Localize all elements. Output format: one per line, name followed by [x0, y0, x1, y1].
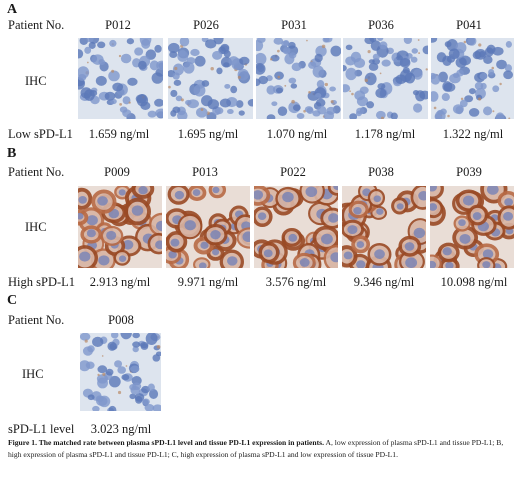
figure-caption: Figure 1. The matched rate between plasm…: [8, 437, 514, 460]
ihc-image: [342, 186, 426, 268]
panel-label-b: B: [7, 146, 17, 161]
ihc-image: [78, 38, 163, 119]
spdl1-value: 3.023 ng/ml: [90, 422, 152, 436]
patient-id: P022: [280, 165, 306, 179]
patient-id: P013: [192, 165, 218, 179]
ihc-image: [431, 38, 514, 119]
patient-id: P008: [108, 313, 134, 327]
spdl1-value: 9.971 ng/ml: [177, 275, 239, 289]
ihc-image: [78, 186, 162, 268]
ihc-image: [343, 38, 428, 119]
spdl1-value: 9.346 ng/ml: [353, 275, 415, 289]
ihc-image: [166, 186, 250, 268]
ihc-image: [430, 186, 514, 268]
spdl1-value: 1.659 ng/ml: [88, 127, 150, 141]
level-label-b: High sPD-L1: [8, 275, 76, 289]
ihc-label-c: IHC: [22, 367, 44, 381]
ihc-image: [168, 38, 253, 119]
spdl1-value: 3.576 ng/ml: [265, 275, 327, 289]
panel-label-a: A: [7, 2, 18, 17]
ihc-image: [254, 186, 338, 268]
spdl1-value: 1.322 ng/ml: [442, 127, 504, 141]
level-label-a: Low sPD-L1: [8, 127, 73, 141]
patient-id: P026: [193, 18, 219, 32]
panel-label-c: C: [7, 293, 18, 308]
caption-text: A, low expression of plasma sPD-L1 and t…: [8, 438, 504, 459]
caption-title: Figure 1. The matched rate between plasm…: [8, 438, 324, 447]
level-label-c: sPD-L1 level: [8, 422, 75, 436]
patient-id: P012: [105, 18, 131, 32]
spdl1-value: 1.070 ng/ml: [266, 127, 328, 141]
spdl1-value: 10.098 ng/ml: [440, 275, 508, 289]
patient-id: P031: [281, 18, 307, 32]
ihc-label-a: IHC: [25, 74, 47, 88]
spdl1-value: 1.695 ng/ml: [177, 127, 239, 141]
patient-no-label-c: Patient No.: [8, 313, 65, 327]
patient-id: P038: [368, 165, 394, 179]
spdl1-value: 1.178 ng/ml: [354, 127, 416, 141]
ihc-image: [256, 38, 341, 119]
patient-id: P041: [456, 18, 482, 32]
ihc-image: [80, 333, 161, 411]
spdl1-value: 2.913 ng/ml: [89, 275, 151, 289]
patient-id: P036: [368, 18, 394, 32]
patient-id: P039: [456, 165, 482, 179]
patient-no-label-a: Patient No.: [8, 18, 65, 32]
ihc-label-b: IHC: [25, 220, 47, 234]
patient-no-label-b: Patient No.: [8, 165, 65, 179]
patient-id: P009: [104, 165, 130, 179]
